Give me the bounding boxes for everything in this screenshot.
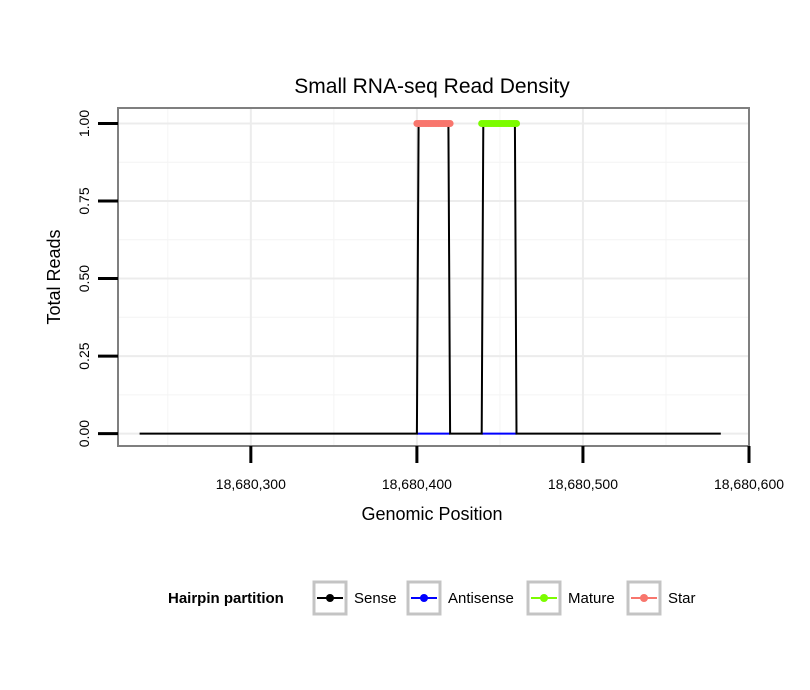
y-tick-label: 0.25 [76,342,92,369]
legend-label: Star [668,590,696,607]
plot-border [117,107,750,447]
legend: Hairpin partition Sense Antisense Mature St… [168,580,696,616]
y-tick-label: 0.00 [76,420,92,447]
legend-label: Sense [354,590,397,607]
y-axis-title: Total Reads [44,229,64,324]
sense-line [139,122,721,435]
series-layer [139,120,721,435]
legend-title: Hairpin partition [168,590,284,607]
x-tick-label: 18,680,500 [548,476,618,492]
x-tick-label: 18,680,400 [382,476,452,492]
x-axis-title: Genomic Position [361,504,502,524]
y-axis: 0.00 0.25 0.50 0.75 1.00 [76,110,118,447]
legend-key-point [326,594,334,602]
x-tick-label: 18,680,300 [216,476,286,492]
chart-title: Small RNA-seq Read Density [294,75,570,98]
y-tick-label: 1.00 [76,110,92,137]
x-axis: 18,680,300 18,680,400 18,680,500 18,680,600 [216,446,784,492]
star-point [446,120,454,128]
legend-label: Mature [568,590,615,607]
legend-label: Antisense [448,590,514,607]
legend-key-point [540,594,548,602]
legend-key-point [420,594,428,602]
legend-key-point [640,594,648,602]
y-tick-label: 0.75 [76,187,92,214]
x-tick-label: 18,680,600 [714,476,784,492]
plot-panel [118,108,749,446]
mature-point [513,120,521,128]
y-tick-label: 0.50 [76,265,92,292]
